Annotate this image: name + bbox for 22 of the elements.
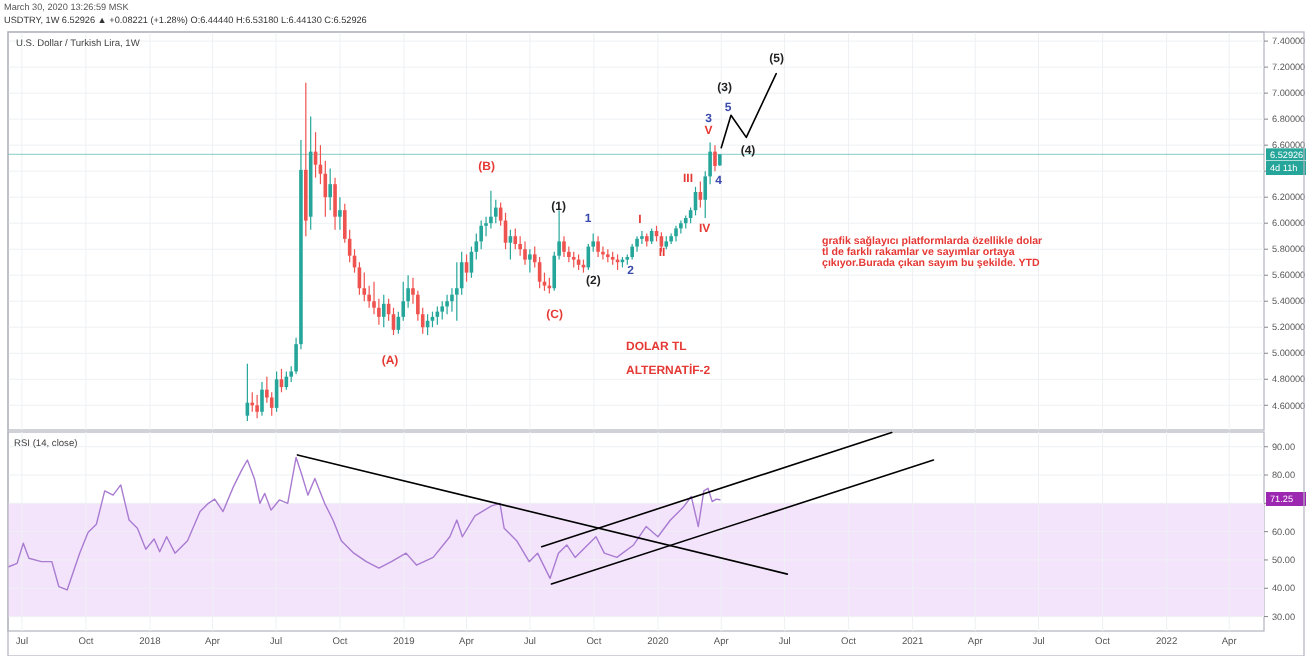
candlestick <box>440 300 445 321</box>
candlestick <box>493 199 498 224</box>
candlestick <box>713 144 717 172</box>
candlestick <box>508 229 513 261</box>
candlestick <box>679 219 683 235</box>
candlestick <box>489 190 493 229</box>
candlestick <box>381 294 386 328</box>
candlestick <box>596 235 600 258</box>
candlestick <box>445 294 449 315</box>
candlestick <box>333 177 337 231</box>
candlestick <box>338 196 342 231</box>
line-series <box>7 456 721 591</box>
candlestick <box>640 230 644 245</box>
candlestick <box>328 167 332 211</box>
candlestick <box>513 227 518 250</box>
candlestick <box>528 248 532 274</box>
line-series <box>720 72 778 149</box>
candlestick <box>523 240 527 266</box>
candlestick <box>260 381 264 417</box>
candlestick <box>255 394 259 419</box>
candlestick <box>562 235 566 258</box>
candlestick <box>518 235 522 257</box>
